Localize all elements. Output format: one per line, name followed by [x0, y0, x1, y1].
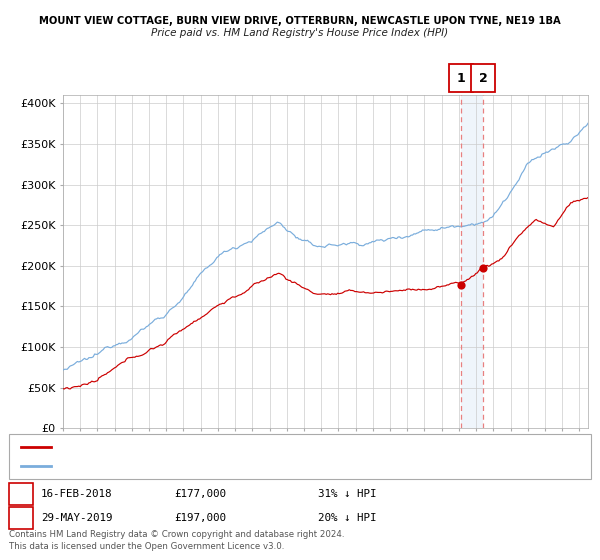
- Text: 29-MAY-2019: 29-MAY-2019: [41, 513, 112, 523]
- Text: Price paid vs. HM Land Registry's House Price Index (HPI): Price paid vs. HM Land Registry's House …: [151, 28, 449, 38]
- Text: 1: 1: [17, 487, 25, 501]
- Text: HPI: Average price, detached house, Northumberland: HPI: Average price, detached house, Nort…: [56, 461, 350, 472]
- Text: MOUNT VIEW COTTAGE, BURN VIEW DRIVE, OTTERBURN, NEWCASTLE UPON TYNE, NE1…: MOUNT VIEW COTTAGE, BURN VIEW DRIVE, OTT…: [56, 441, 485, 451]
- Point: [456, 280, 466, 289]
- Text: 2: 2: [17, 511, 25, 525]
- Bar: [461, 95, 483, 428]
- Text: Contains HM Land Registry data © Crown copyright and database right 2024.
This d: Contains HM Land Registry data © Crown c…: [9, 530, 344, 551]
- Text: 1: 1: [457, 72, 466, 85]
- Text: £197,000: £197,000: [174, 513, 226, 523]
- Text: 20% ↓ HPI: 20% ↓ HPI: [318, 513, 377, 523]
- Text: 2: 2: [479, 72, 488, 85]
- Point: [478, 264, 488, 273]
- Text: MOUNT VIEW COTTAGE, BURN VIEW DRIVE, OTTERBURN, NEWCASTLE UPON TYNE, NE19 1BA: MOUNT VIEW COTTAGE, BURN VIEW DRIVE, OTT…: [39, 16, 561, 26]
- Text: 31% ↓ HPI: 31% ↓ HPI: [318, 489, 377, 499]
- Text: 16-FEB-2018: 16-FEB-2018: [41, 489, 112, 499]
- Text: £177,000: £177,000: [174, 489, 226, 499]
